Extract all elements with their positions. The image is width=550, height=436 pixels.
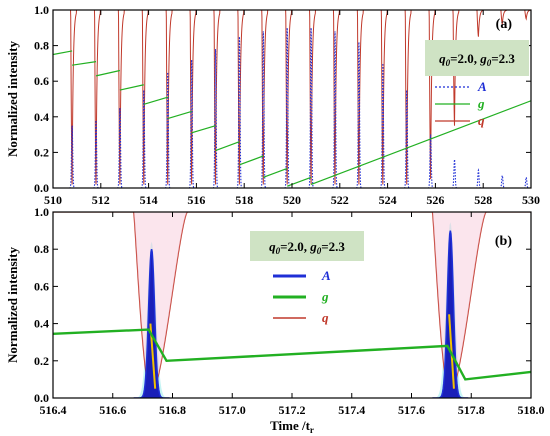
panel-a-xtick-label: 516 <box>187 193 205 207</box>
panel-a-legend-q: q <box>478 113 485 128</box>
panel-a-frame <box>52 9 532 189</box>
panel-b-label: (b) <box>495 234 512 249</box>
panel-b-xtick-label: 517.6 <box>398 403 425 417</box>
panel-a-legend-A: A <box>477 79 487 94</box>
panel-b-xtick-label: 516.8 <box>159 403 186 417</box>
panel-b-legend-q: q <box>322 310 329 325</box>
panel-a-series-q <box>53 10 531 185</box>
panel-a-legend-title-box <box>425 40 529 76</box>
panel-a-xtick-label: 514 <box>140 193 158 207</box>
panel-a: 510 512 514 516 518 520 522 524 526 528 530 0.0 0.2 0… <box>5 3 540 207</box>
panel-b-legend-title-box <box>250 231 364 261</box>
panel-a-legend-g: g <box>477 96 485 111</box>
panel-a-xtick-label: 524 <box>379 193 397 207</box>
panel-b-xtick-label: 517.0 <box>219 403 246 417</box>
panel-b-xtick-label: 518.0 <box>518 403 545 417</box>
panel-a-series-g <box>95 69 121 77</box>
panel-a-ytick-label: 1.0 <box>34 3 49 17</box>
panel-b-ytick-label: 0.8 <box>34 242 49 256</box>
panel-a-label: (a) <box>496 17 513 32</box>
panel-a-xtick-label: 522 <box>331 193 349 207</box>
panel-a-pulse-A <box>164 72 171 188</box>
panel-b-xtick-label: 516.4 <box>40 403 67 417</box>
panel-a-ylabel: Normalized intensity <box>5 41 20 157</box>
panel-a-series-g <box>287 176 312 187</box>
panel-a-pulse-A <box>212 49 219 188</box>
panel-a-pulse-A <box>332 31 338 188</box>
panel-a-ytick-label: 0.8 <box>34 39 49 53</box>
panel-a-series-g <box>191 125 216 134</box>
panel-b-xtick-label: 517.2 <box>279 403 306 417</box>
panel-a-legend-title: q0=2.0, g0=2.3 <box>439 51 515 68</box>
panel-a-ytick-label: 0.0 <box>34 181 49 195</box>
panel-a-pulse-A <box>140 90 147 188</box>
panel-b-legend: q0=2.0, g0=2.3 A g q <box>250 231 364 325</box>
panel-b-q-shade <box>429 212 490 395</box>
panel-b-legend-A: A <box>321 268 331 283</box>
panel-a-plot-area <box>53 10 531 188</box>
panel-b-ytick-label: 0.6 <box>34 279 49 293</box>
panel-a-xtick-label: 510 <box>44 193 62 207</box>
panel-b-xtick-label: 516.6 <box>99 403 126 417</box>
panel-a-series-g <box>215 141 240 152</box>
panel-b-plot-area <box>53 212 531 398</box>
panel-a-pulse-A <box>188 59 195 188</box>
panel-b-legend-g: g <box>321 289 329 304</box>
panel-a-series-g <box>310 100 531 186</box>
panel-b-ytick-label: 0.2 <box>34 354 49 368</box>
panel-a-pulse-A <box>260 31 267 188</box>
panel-a-series-g <box>53 50 73 56</box>
panel-a-legend: q0=2.0, g0=2.3 A g q <box>425 40 529 128</box>
panel-a-ytick-label: 0.2 <box>34 145 49 159</box>
panel-a-xtick-label: 526 <box>426 193 444 207</box>
panel-a-pulse-A <box>499 174 506 188</box>
panel-b-xtick-label: 517.8 <box>458 403 485 417</box>
panel-a-pulse-A <box>403 90 410 188</box>
panel-a-xtick-label: 530 <box>522 193 540 207</box>
panel-a-series-g <box>119 84 144 91</box>
panel-a-ytick-label: 0.4 <box>34 110 49 124</box>
panel-b-ytick-label: 0.0 <box>34 391 49 405</box>
panel-a-pulse-A <box>451 159 458 188</box>
panel-a-series-g <box>143 96 168 105</box>
panel-b-ticks: 516.4 516.6 516.8 517.0 517.2 517.4 517.6 517.8… <box>34 205 545 417</box>
panel-a-ytick-label: 0.6 <box>34 74 49 88</box>
panel-b-ylabel: Normalized intensity <box>5 247 20 363</box>
panel-a-series-g <box>239 155 264 166</box>
panel-b-series <box>53 212 531 398</box>
panel-a-series <box>53 10 531 188</box>
panel-a-ticks: 510 512 514 516 518 520 522 524 526 528 530 0.0 0.2 0… <box>34 3 540 207</box>
panel-a-xtick-label: 518 <box>235 193 253 207</box>
panel-a-pulse-A <box>523 176 530 188</box>
panel-b-ytick-label: 1.0 <box>34 205 49 219</box>
panel-b-ytick-label: 0.4 <box>34 317 49 331</box>
panel-a-pulse-A <box>475 168 482 188</box>
panel-b-legend-title: q0=2.0, g0=2.3 <box>269 239 345 256</box>
panel-a-xtick-label: 520 <box>283 193 301 207</box>
panel-b: 516.4 516.6 516.8 517.0 517.2 517.4 517.6 517.8… <box>5 205 545 435</box>
panel-b-series-g <box>53 328 531 381</box>
panel-a-series-g <box>263 167 288 178</box>
panel-b-xtick-label: 517.4 <box>338 403 365 417</box>
panel-a-series-g <box>167 110 192 120</box>
panel-a-series-g <box>72 61 97 66</box>
panel-a-pulse-A <box>379 63 386 188</box>
panel-b-xlabel: Time /tr <box>270 418 314 435</box>
panel-a-pulse-A <box>356 42 362 188</box>
panel-b-q-shade <box>130 212 191 395</box>
panel-a-xtick-label: 512 <box>92 193 110 207</box>
panel-a-xtick-label: 528 <box>474 193 492 207</box>
